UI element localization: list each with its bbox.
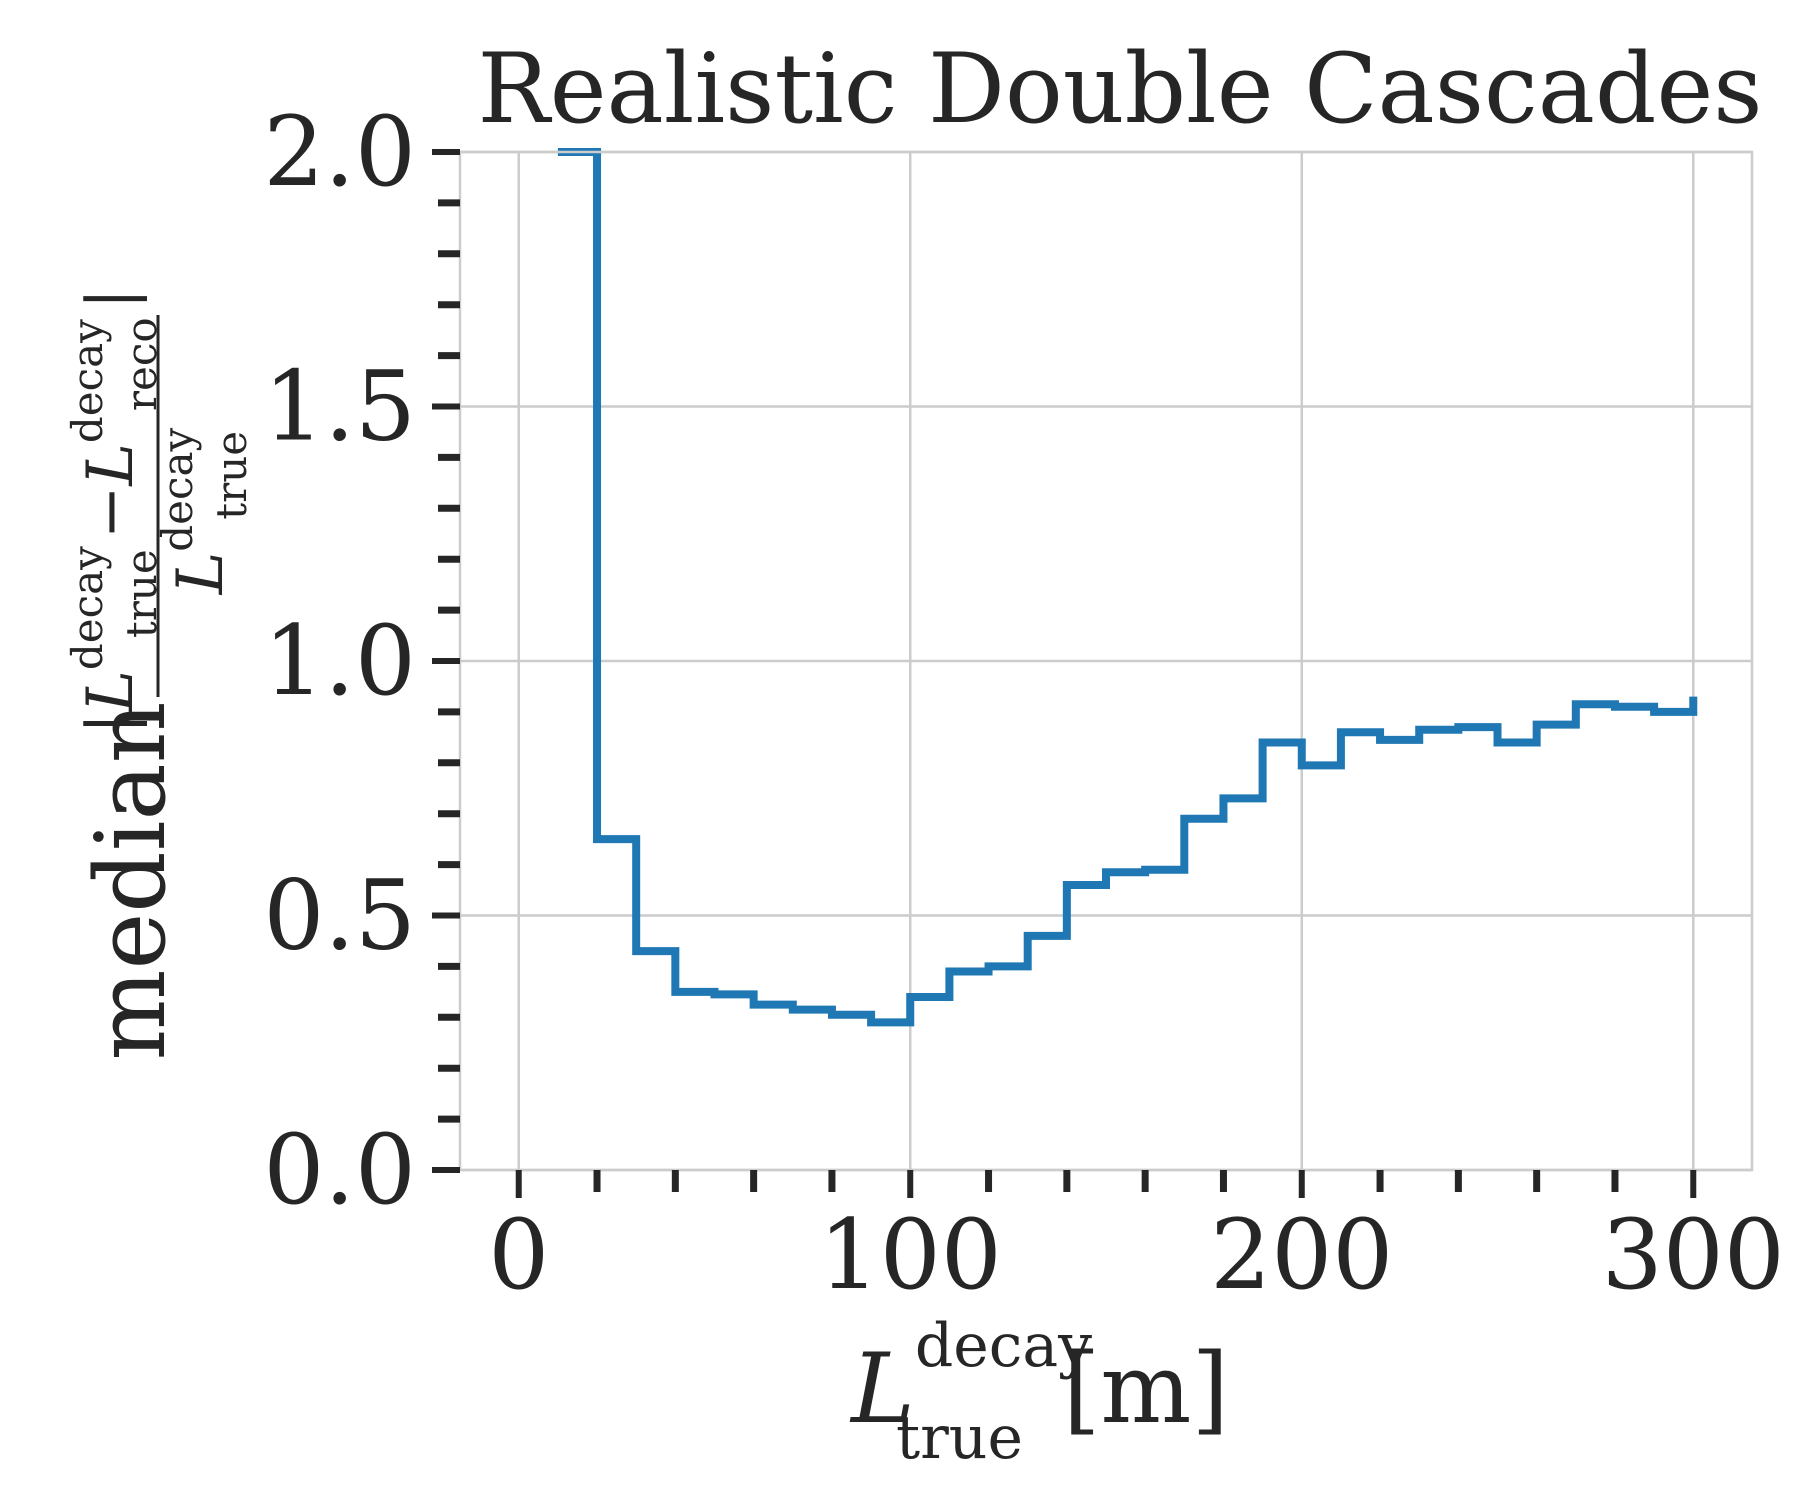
plot-area <box>458 148 1754 1172</box>
data-point <box>986 963 992 969</box>
x-label-var: L <box>849 1333 915 1445</box>
x-tick-label: 100 <box>819 1199 1002 1311</box>
data-point <box>751 1002 757 1008</box>
data-point <box>1338 729 1344 735</box>
num-l1-sup: decay <box>63 546 112 670</box>
chart-title: Realistic Double Cascades <box>477 33 1762 145</box>
data-point <box>1260 739 1266 745</box>
data-point <box>672 989 678 995</box>
data-point <box>1573 701 1579 707</box>
y-tick-label: 0.0 <box>263 1114 416 1226</box>
num-l2-sup: decay <box>63 319 112 443</box>
y-tick-label: 0.5 <box>263 860 416 972</box>
den-sub: true <box>207 431 256 520</box>
data-point <box>1612 704 1618 710</box>
data-point <box>594 836 600 842</box>
data-point <box>1299 762 1305 768</box>
data-point <box>907 994 913 1000</box>
data-point <box>829 1012 835 1018</box>
y-axis-ticks <box>432 149 460 1173</box>
data-point <box>1025 933 1031 939</box>
x-axis-tick-labels: 0 100 200 300 <box>488 1199 1785 1311</box>
x-label-unit: [m] <box>1063 1333 1229 1445</box>
abs-bar-left: | <box>74 713 148 735</box>
data-point <box>1455 724 1461 730</box>
data-point <box>1181 816 1187 822</box>
series-layer <box>557 148 1698 1027</box>
data-point <box>633 948 639 954</box>
y-label-prefix: median <box>75 701 187 1060</box>
y-axis-tick-labels: 0.0 0.5 1.0 1.5 2.0 <box>263 96 416 1226</box>
data-point <box>1495 739 1501 745</box>
x-label-sub: true <box>896 1403 1023 1473</box>
y-label-denominator: Ldecay true <box>153 427 256 595</box>
data-point <box>868 1019 874 1025</box>
x-tick-label: 0 <box>488 1199 549 1311</box>
x-axis-ticks <box>515 1170 1697 1198</box>
y-tick-label: 1.5 <box>263 351 416 463</box>
den-sup: decay <box>153 427 202 551</box>
series-line <box>557 148 1698 1027</box>
data-point <box>1534 722 1540 728</box>
data-point <box>1377 737 1383 743</box>
data-point <box>1690 694 1696 700</box>
num-minus: − <box>74 486 148 540</box>
x-label-sup: decay <box>915 1311 1092 1381</box>
y-tick-label: 1.0 <box>263 605 416 717</box>
data-point <box>946 968 952 974</box>
y-tick-label: 2.0 <box>263 96 416 208</box>
y-label-numerator: |Ldecay true−Ldecay reco| <box>63 288 166 734</box>
data-point <box>1220 795 1226 801</box>
data-point <box>790 1007 796 1013</box>
data-point <box>1064 882 1070 888</box>
abs-bar-right: | <box>74 288 148 310</box>
x-tick-label: 200 <box>1210 1199 1393 1311</box>
data-point <box>1416 727 1422 733</box>
x-axis-label: Ldecay true [m] <box>849 1311 1229 1473</box>
x-tick-label: 300 <box>1602 1199 1785 1311</box>
data-point <box>1142 867 1148 873</box>
data-point <box>1103 869 1109 875</box>
data-point <box>1651 709 1657 715</box>
y-axis-label: median |Ldecay true−Ldecay reco| Ldecay tru… <box>63 288 256 1061</box>
data-point <box>711 991 717 997</box>
